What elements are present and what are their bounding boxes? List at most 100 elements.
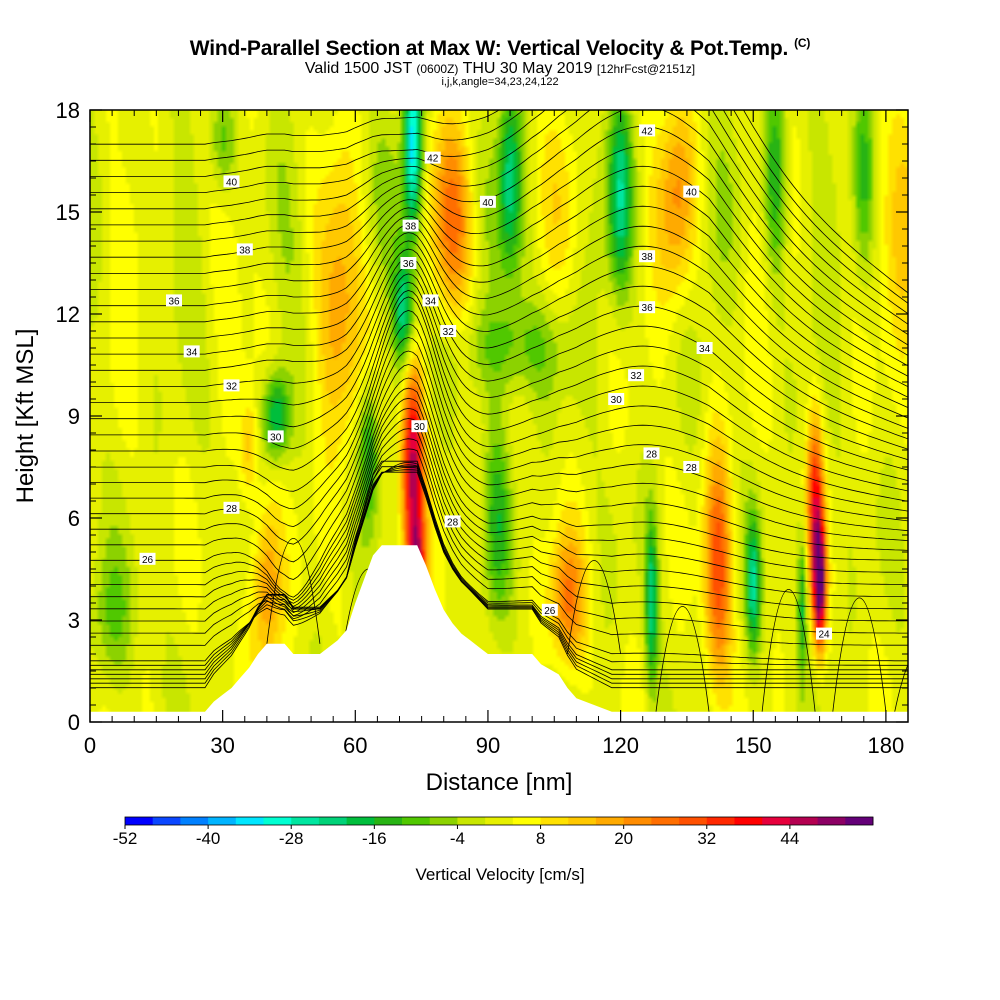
colorbar-swatch <box>235 817 264 825</box>
theta-contour <box>90 471 908 680</box>
theta-contour <box>567 560 621 655</box>
colorbar-swatch <box>208 817 237 825</box>
theta-contour <box>90 460 908 689</box>
theta-contour <box>90 125 908 356</box>
contour-label-text: 36 <box>642 303 654 314</box>
contour-labels: 42 42 40 40 40 38 38 38 36 36 36 34 34 34 32 32 32 30 30 30… <box>139 124 832 641</box>
contour-label-text: 26 <box>142 555 154 566</box>
colorbar-swatch <box>291 817 320 825</box>
x-axis: 0 30 60 90 120 150 180 <box>84 110 904 758</box>
colorbar-swatch <box>762 817 791 825</box>
colorbar-tick-label: -28 <box>279 829 304 848</box>
colorbar-swatch <box>679 817 708 825</box>
theta-contour <box>894 663 908 712</box>
theta-contour <box>90 466 908 684</box>
colorbar-swatch <box>180 817 209 825</box>
contour-label-text: 28 <box>646 449 658 460</box>
chart-subtitle: Valid 1500 JST (0600Z) THU 30 May 2019 [… <box>0 60 1000 78</box>
colorbar-swatch <box>402 817 431 825</box>
contour-label-text: 34 <box>699 344 711 355</box>
theta-contour <box>90 185 908 388</box>
theta-contour <box>90 232 908 419</box>
y-axis-title: Height [Kft MSL] <box>12 329 39 504</box>
y-tick-label: 15 <box>56 200 80 225</box>
contour-label: 34 <box>696 342 713 355</box>
valid-utc: (0600Z) <box>416 62 459 76</box>
contour-label: 42 <box>639 124 656 137</box>
contour-label: 38 <box>402 219 419 233</box>
contour-label-text: 30 <box>414 422 426 433</box>
y-tick-label: 18 <box>56 98 80 123</box>
contour-label: 28 <box>643 447 660 460</box>
contour-label-text: 34 <box>186 347 198 358</box>
theta-contour <box>90 165 908 377</box>
contour-label: 26 <box>541 603 558 617</box>
theta-contour <box>90 448 908 646</box>
contour-label: 38 <box>236 243 253 256</box>
valid-prefix: Valid 1500 JST <box>304 60 412 77</box>
x-tick-label: 0 <box>84 733 96 758</box>
contour-label: 34 <box>422 294 439 307</box>
theta-contour <box>761 589 816 712</box>
theta-contour <box>90 248 908 440</box>
theta-contour <box>90 110 908 315</box>
colorbar-swatch <box>125 817 154 825</box>
contour-label: 36 <box>166 294 182 307</box>
contour-label-text: 38 <box>405 222 417 233</box>
colorbar-swatch <box>651 817 680 825</box>
theta-contour <box>90 438 908 634</box>
theta-contour <box>90 289 908 492</box>
contour-label-text: 28 <box>226 504 238 515</box>
theta-contour <box>90 461 908 662</box>
contour-label-text: 28 <box>686 463 698 474</box>
theta-contour <box>90 469 908 675</box>
contour-label: 28 <box>444 515 461 528</box>
x-tick-label: 120 <box>602 733 639 758</box>
contour-label-text: 32 <box>443 327 455 338</box>
colorbar-swatch <box>789 817 818 825</box>
colorbar-swatch <box>734 817 763 825</box>
contour-label: 34 <box>183 345 200 358</box>
colorbar-title: Vertical Velocity [cm/s] <box>415 865 584 884</box>
contour-label: 42 <box>424 151 441 165</box>
colorbar-swatch <box>152 817 181 825</box>
contour-label: 36 <box>400 257 417 270</box>
theta-contour <box>90 397 908 604</box>
colorbar-swatch <box>706 817 735 825</box>
colorbar-frame <box>124 816 874 826</box>
valid-date: THU 30 May 2019 <box>462 60 593 77</box>
contour-label: 32 <box>628 369 645 382</box>
colorbar-swatch <box>568 817 597 825</box>
colorbar-tick-label: -40 <box>196 829 221 848</box>
contour-label: 32 <box>223 379 240 392</box>
colorbar-tick-label: 32 <box>697 829 716 848</box>
theta-contour <box>832 597 887 712</box>
contour-label-text: 32 <box>631 371 643 382</box>
theta-contour <box>90 407 908 607</box>
contour-label-text: 28 <box>447 517 459 528</box>
colorbar-swatch <box>540 817 569 825</box>
theta-contour <box>90 464 908 666</box>
theta-contour <box>90 110 908 325</box>
colorbar-tick-label: 44 <box>780 829 799 848</box>
theta-contour <box>90 428 908 622</box>
colorbar-swatch <box>374 817 403 825</box>
contour-label-text: 24 <box>818 630 830 641</box>
contour-label-text: 36 <box>168 296 180 307</box>
theta-contour <box>90 281 908 481</box>
contour-label-text: 42 <box>642 126 654 137</box>
theta-contour <box>90 466 908 671</box>
theta-contour <box>90 418 908 610</box>
forecast-info: [12hrFcst@2151z] <box>596 62 696 76</box>
copyright-mark: (C) <box>794 36 811 50</box>
contour-label-text: 26 <box>544 606 556 617</box>
x-tick-label: 180 <box>868 733 905 758</box>
colorbar-tick-label: 20 <box>614 829 633 848</box>
contour-label: 28 <box>223 501 240 515</box>
theta-contour <box>90 296 908 502</box>
theta-contour <box>90 387 908 601</box>
theta-contour <box>90 223 908 408</box>
title-text: Wind-Parallel Section at Max W: Vertical… <box>189 37 789 60</box>
contour-label: 28 <box>683 461 700 474</box>
